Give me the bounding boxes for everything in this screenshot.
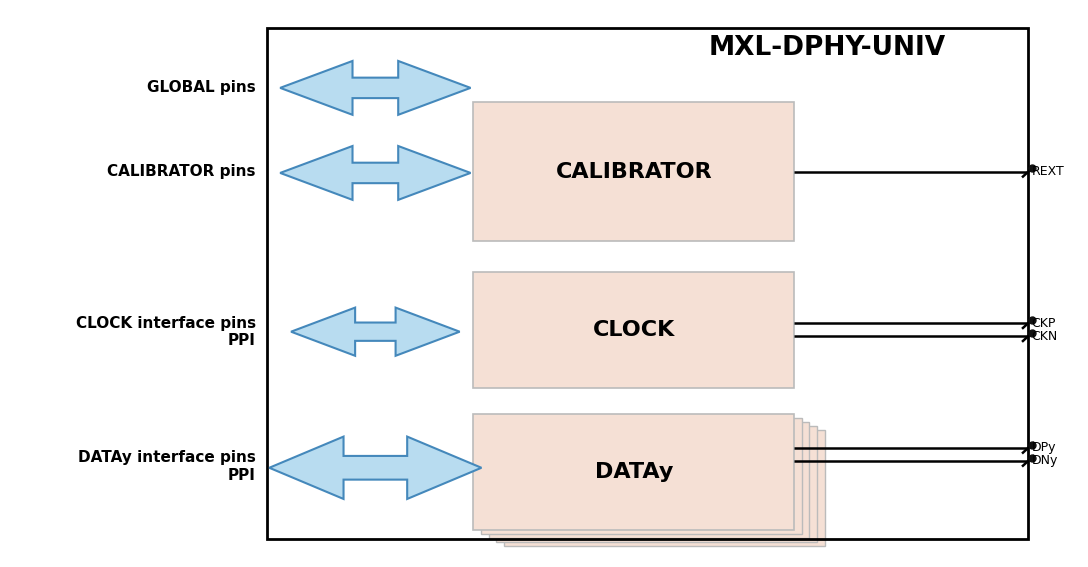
Text: MXL-DPHY-UNIV: MXL-DPHY-UNIV: [708, 35, 945, 61]
Bar: [473, 414, 794, 530]
Polygon shape: [269, 437, 481, 499]
Text: CKN: CKN: [1031, 330, 1058, 342]
Text: PPI: PPI: [227, 468, 256, 483]
Text: CALIBRATOR pins: CALIBRATOR pins: [108, 164, 256, 179]
Text: DATAy: DATAy: [594, 462, 673, 482]
Text: DPy: DPy: [1031, 442, 1056, 454]
Bar: [481, 418, 802, 534]
Text: PPI: PPI: [227, 333, 256, 348]
Text: CKP: CKP: [1031, 317, 1055, 329]
Bar: [504, 430, 825, 546]
Polygon shape: [280, 61, 470, 115]
Text: CALIBRATOR: CALIBRATOR: [556, 162, 712, 181]
Text: GLOBAL pins: GLOBAL pins: [147, 81, 256, 95]
Bar: [473, 102, 794, 241]
Bar: [496, 426, 817, 542]
Text: DNy: DNy: [1031, 455, 1058, 467]
Text: CLOCK: CLOCK: [593, 320, 675, 340]
Bar: [267, 28, 1028, 539]
Bar: [267, 28, 1028, 539]
Text: CLOCK interface pins: CLOCK interface pins: [75, 316, 256, 331]
Polygon shape: [290, 308, 459, 356]
Polygon shape: [280, 146, 470, 200]
Bar: [473, 272, 794, 388]
Text: REXT: REXT: [1031, 166, 1064, 178]
Text: DATAy interface pins: DATAy interface pins: [78, 450, 256, 464]
Bar: [489, 422, 809, 538]
